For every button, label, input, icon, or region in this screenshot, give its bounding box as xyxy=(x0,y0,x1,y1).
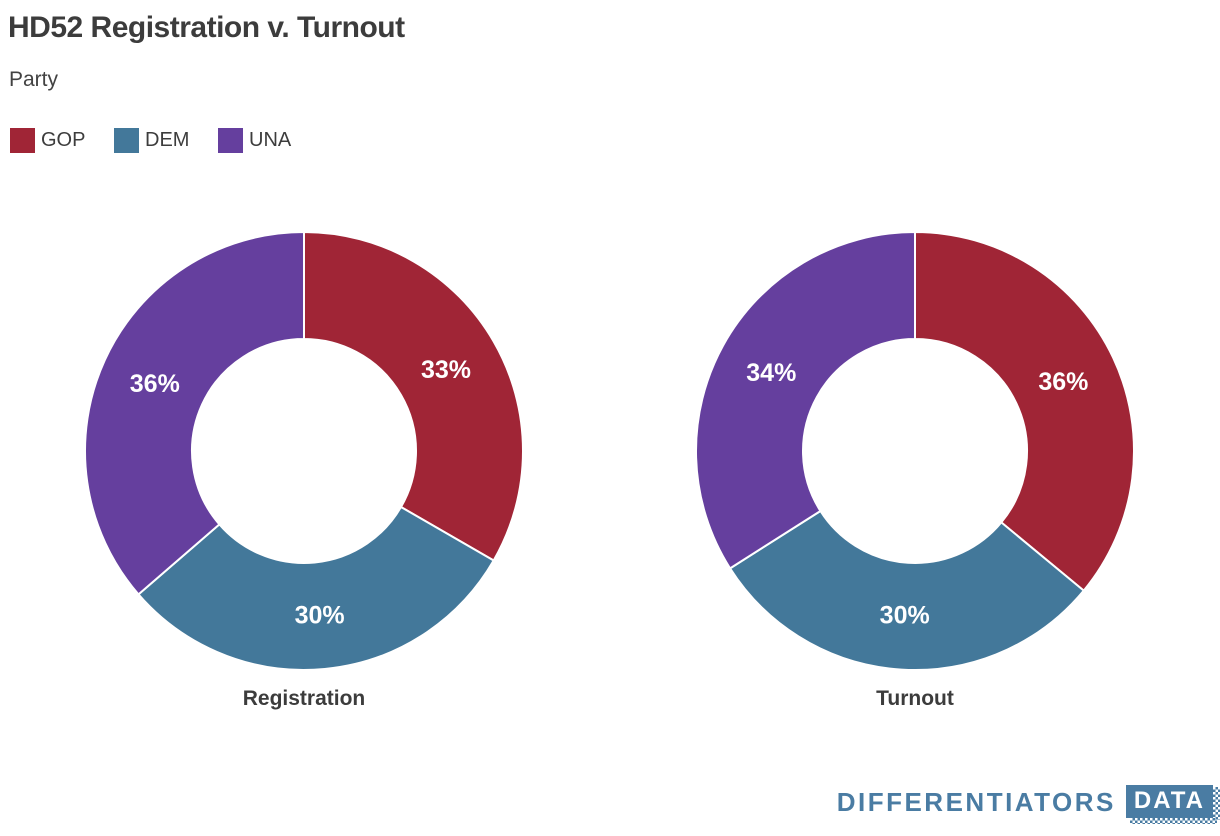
slice-label-dem-registration: 30% xyxy=(295,601,345,629)
legend-item-label: GOP xyxy=(41,129,86,151)
brand-badge: DATA xyxy=(1125,785,1220,824)
pie-slice-una-turnout[interactable] xyxy=(695,231,916,570)
dem-swatch-icon xyxy=(114,128,139,153)
turnout-donut-svg: 36% 30% 34% xyxy=(695,231,1135,671)
legend-item-dem[interactable]: DEM xyxy=(114,128,189,153)
brand-text: DIFFERENTIATORS xyxy=(836,787,1116,817)
una-swatch-icon xyxy=(218,128,243,153)
legend-item-gop[interactable]: GOP xyxy=(10,128,85,153)
page-title: HD52 Registration v. Turnout xyxy=(8,11,405,44)
pie-slice-gop-registration[interactable] xyxy=(303,231,524,562)
donut-chart-registration: 33% 30% 36% Registration xyxy=(84,231,524,711)
brand-logo: DIFFERENTIATORS DATA xyxy=(836,785,1220,824)
pie-slice-dem-registration[interactable] xyxy=(137,506,495,671)
slice-label-una-registration: 36% xyxy=(130,370,180,398)
chart-label-registration: Registration xyxy=(242,687,366,710)
slice-label-una-turnout: 34% xyxy=(746,359,796,387)
legend-item-label: UNA xyxy=(249,129,292,151)
pie-slice-una-registration[interactable] xyxy=(84,231,305,596)
legend-title: Party xyxy=(9,68,59,91)
donut-chart-turnout: 36% 30% 34% Turnout xyxy=(695,231,1135,711)
legend-item-label: DEM xyxy=(145,129,190,151)
slice-label-gop-turnout: 36% xyxy=(1038,368,1088,396)
chart-label-turnout: Turnout xyxy=(876,687,954,710)
legend-item-una[interactable]: UNA xyxy=(218,128,291,153)
slice-label-gop-registration: 33% xyxy=(421,356,471,384)
pie-slice-gop-turnout[interactable] xyxy=(914,231,1135,592)
legend: GOP DEM UNA xyxy=(0,128,600,154)
registration-donut-svg: 33% 30% 36% xyxy=(84,231,524,671)
gop-swatch-icon xyxy=(10,128,35,153)
pie-slice-dem-turnout[interactable] xyxy=(729,510,1085,671)
slice-label-dem-turnout: 30% xyxy=(880,602,930,630)
